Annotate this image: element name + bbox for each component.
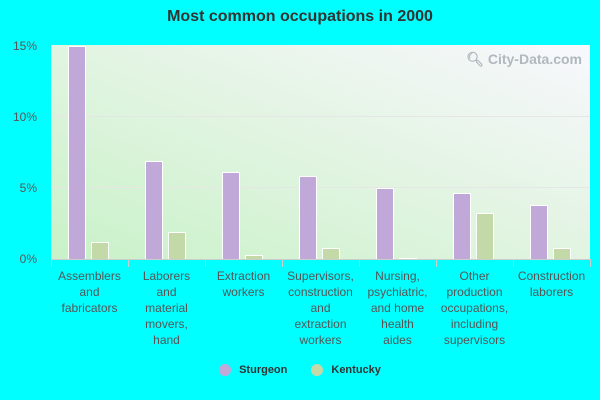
bar-kentucky[interactable] <box>168 231 186 259</box>
bar-sturgeon[interactable] <box>222 171 240 259</box>
watermark: 🔍︎ City-Data.com <box>466 51 582 67</box>
x-tick <box>282 259 283 267</box>
x-category-label: Nursing, psychiatric, and home health aides <box>367 269 428 347</box>
x-tick <box>436 259 437 267</box>
legend: Sturgeon Kentucky <box>0 364 600 376</box>
y-tick-10: 10% <box>12 110 37 124</box>
x-category-label: Laborers and material movers, hand <box>142 269 191 347</box>
x-category-label: Supervisors, construction and extraction wor… <box>287 269 354 347</box>
bar-kentucky[interactable] <box>322 247 340 259</box>
gridline-5 <box>51 187 590 188</box>
bar-kentucky[interactable] <box>245 254 263 259</box>
chart-title: Most common occupations in 2000 <box>167 8 433 25</box>
y-tick-0: 0% <box>19 252 37 266</box>
x-axis <box>51 259 590 260</box>
bar-sturgeon[interactable] <box>530 204 548 259</box>
x-category-label: Construction laborers <box>517 269 586 299</box>
x-tick <box>128 259 129 267</box>
bar-sturgeon[interactable] <box>376 187 394 259</box>
legend-item-kentucky[interactable]: Kentucky <box>311 364 381 376</box>
gridline-10 <box>51 116 590 117</box>
bar-kentucky[interactable] <box>476 213 494 259</box>
bar-sturgeon[interactable] <box>145 160 163 259</box>
legend-swatch-kentucky <box>311 364 324 376</box>
y-tick-5: 5% <box>19 181 37 195</box>
x-category-label: Extraction workers <box>216 269 271 299</box>
x-tick <box>590 259 591 267</box>
y-tick-15: 15% <box>12 39 37 53</box>
bar-kentucky[interactable] <box>553 247 571 259</box>
x-tick <box>513 259 514 267</box>
x-tick <box>359 259 360 267</box>
bar-kentucky[interactable] <box>399 257 417 259</box>
x-category-label: Other production occupations, including supe… <box>440 269 509 347</box>
bar-kentucky[interactable] <box>91 241 109 259</box>
magnifier-icon: 🔍︎ <box>466 51 484 67</box>
legend-swatch-sturgeon <box>219 364 232 376</box>
plot-area: 🔍︎ City-Data.com <box>51 45 590 259</box>
legend-item-sturgeon[interactable]: Sturgeon <box>219 364 287 376</box>
bar-sturgeon[interactable] <box>68 46 86 259</box>
bar-sturgeon[interactable] <box>299 176 317 259</box>
x-category-label: Assemblers and fabricators <box>58 269 121 315</box>
x-tick <box>51 259 52 267</box>
x-tick <box>205 259 206 267</box>
bar-sturgeon[interactable] <box>453 193 471 259</box>
